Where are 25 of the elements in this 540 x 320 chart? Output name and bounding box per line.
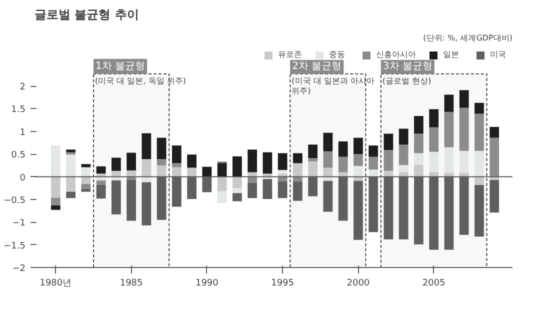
legend-label: 유로존 [278,49,302,60]
y-tick-label: −0.5 [4,196,26,206]
band-label: 3차 불균형 (글로벌 현상) [382,60,432,86]
legend-label: 신흥아시아 [376,49,416,60]
y-tick-label: 1 [20,128,26,138]
y-tick-label: 2 [20,82,26,93]
y-tick-label: −1 [12,218,26,229]
x-tick-label: 2000 [346,278,370,288]
legend-label: 중동 [329,49,346,60]
legend-label: 일본 [443,49,460,60]
x-tick-label: 1995 [271,278,294,288]
x-tick-label: 1985 [120,278,143,288]
y-tick-label: 0 [20,173,26,184]
band-label: 1차 불균형 (미국 대 일본, 독일 위주) [95,60,186,86]
x-tick-label: 1990 [195,278,219,288]
x-tick-label: 1980년 [40,278,72,288]
legend-label: 미국 [490,49,507,60]
x-tick-label: 2005 [422,278,446,288]
band-label: 2차 불균형 (미국 대 일본과 아시아 위주) [292,60,374,96]
text: (단위: %, 세계GDP대비) [423,34,513,42]
y-tick-label: 0.5 [11,150,26,161]
chart-title: 글로벌 불균형 추이 [34,8,139,22]
y-tick-label: −2 [12,264,26,274]
y-tick-label: 1.5 [11,105,26,116]
y-tick-label: −1.5 [4,241,26,252]
